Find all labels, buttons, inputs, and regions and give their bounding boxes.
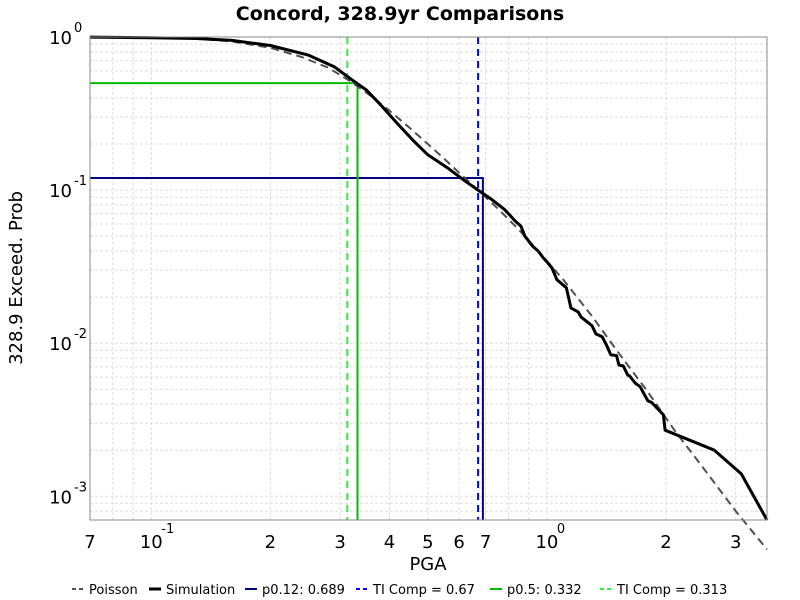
y-tick-label: 10 xyxy=(49,334,72,355)
x-axis-label: PGA xyxy=(409,554,447,575)
legend-label: Simulation xyxy=(166,583,235,598)
x-tick-label: 2 xyxy=(660,532,671,553)
y-tick-exponent: -3 xyxy=(74,480,87,495)
series-line-poisson xyxy=(89,36,768,551)
legend-label: p0.5: 0.332 xyxy=(507,583,582,598)
x-tick-label: 4 xyxy=(384,532,395,553)
y-tick-label: 10 xyxy=(49,181,72,202)
x-tick-label: 7 xyxy=(480,532,491,553)
y-tick-label: 10 xyxy=(49,28,72,49)
y-tick-exponent: -2 xyxy=(74,327,87,342)
series-line-marker-2 xyxy=(90,177,484,520)
y-tick-exponent: -1 xyxy=(74,174,87,189)
legend: Poisson Simulation p0.12: 0.689 TI Comp = 0… xyxy=(72,583,727,598)
legend-label: TI Comp = 0.313 xyxy=(616,583,727,598)
x-tick-label: 3 xyxy=(334,532,345,553)
x-tick-label: 7 xyxy=(84,532,95,553)
x-tick-label: 10 xyxy=(535,532,558,553)
legend-label: p0.12: 0.689 xyxy=(262,583,345,598)
x-tick-exponent: 0 xyxy=(557,522,565,537)
grid xyxy=(89,36,767,521)
legend-label: Poisson xyxy=(89,583,138,598)
y-tick-label: 10 xyxy=(49,487,72,508)
x-tick-exponent: -1 xyxy=(161,522,174,537)
y-axis-label: 328.9 Exceed. Prob xyxy=(6,191,27,365)
x-tick-label: 10 xyxy=(140,532,163,553)
series-line-marker-4 xyxy=(90,82,359,520)
plot-frame xyxy=(89,36,768,521)
x-tick-label: 5 xyxy=(422,532,433,553)
chart-title: Concord, 328.9yr Comparisons xyxy=(236,3,564,25)
x-tick-label: 6 xyxy=(453,532,464,553)
x-tick-label: 2 xyxy=(265,532,276,553)
series-group xyxy=(89,35,769,551)
series-line-simulation xyxy=(89,35,769,521)
y-tick-exponent: 0 xyxy=(74,21,82,36)
legend-label: TI Comp = 0.67 xyxy=(372,583,475,598)
x-tick-label: 3 xyxy=(730,532,741,553)
